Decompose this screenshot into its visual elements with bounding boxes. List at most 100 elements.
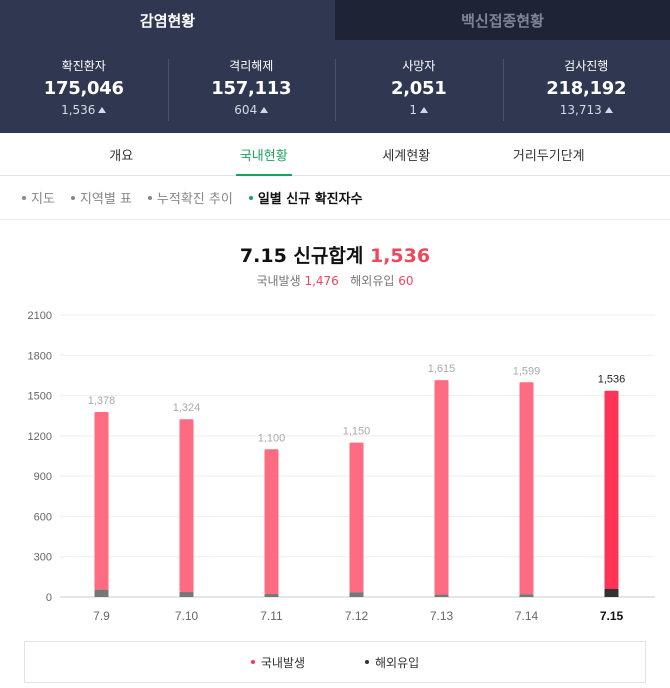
stat-change: 1,536	[61, 102, 107, 117]
up-arrow-icon	[260, 106, 269, 113]
overseas-bar	[434, 594, 449, 597]
data-label: 1,378	[88, 395, 116, 407]
stat-label: 검사진행	[564, 58, 609, 73]
filter-label: 지역별 표	[79, 192, 132, 207]
tab-distancing-level[interactable]: 거리두기단계	[512, 148, 585, 164]
chart-legend: 국내발생 해외유입	[24, 641, 646, 683]
y-tick-label: 600	[34, 511, 52, 523]
stat-label: 격리해제	[229, 58, 274, 73]
filter-region-table[interactable]: 지역별 표	[70, 188, 132, 207]
x-tick-label: 7.10	[175, 609, 199, 623]
top-tabs: 감염현황 백신접종현황	[0, 0, 670, 40]
bullet-icon	[70, 195, 75, 200]
stat-change-value: 13,713	[559, 102, 602, 117]
domestic-value: 1,476	[304, 274, 339, 288]
overseas-bar	[179, 592, 194, 597]
sub-tabs: 개요 국내현황 세계현황 거리두기단계	[0, 133, 670, 176]
stat-testing: 검사진행 218,192 13,713	[502, 57, 670, 121]
legend-dot-icon	[365, 660, 369, 664]
tab-infection-status[interactable]: 감염현황	[0, 0, 335, 40]
tab-domestic[interactable]: 국내현황	[193, 133, 336, 175]
data-label: 1,100	[258, 432, 286, 444]
stat-change: 1	[409, 102, 429, 117]
daily-cases-chart: 2100 1800 1500 1200 900 600 300 0 1,378 7.9 1,324 7…	[28, 310, 655, 623]
domestic-bar	[349, 442, 364, 593]
stat-label: 사망자	[402, 58, 436, 73]
overseas-label: 해외유입	[350, 274, 395, 288]
domestic-label: 국내발생	[256, 274, 301, 288]
y-tick-label: 1500	[28, 391, 52, 403]
stat-change: 13,713	[560, 103, 613, 117]
y-tick-label: 0	[46, 592, 52, 604]
stat-value: 157,113	[211, 77, 292, 99]
domestic-bar	[434, 380, 449, 595]
view-filters: 지도 지역별 표 누적확진 추이 일별 신규 확진자수	[0, 176, 670, 220]
legend-item-overseas[interactable]: 해외유입	[365, 654, 419, 671]
chart-summary: 7.15 신규합계 1,536 국내발생 1,476 해외유입 60	[0, 241, 670, 289]
bullet-icon	[147, 195, 152, 200]
stat-change-value: 1,536	[61, 102, 96, 117]
stat-change-value: 604	[234, 102, 258, 117]
summary-title-label: 신규합계	[293, 245, 364, 267]
stat-confirmed: 확진환자 175,046 1,536	[0, 57, 168, 117]
y-tick-label: 900	[34, 471, 52, 483]
domestic-bar	[604, 390, 619, 589]
filter-label: 일별 신규 확진자수	[257, 192, 363, 207]
summary-date: 7.15	[239, 245, 287, 267]
filter-label: 지도	[31, 192, 55, 207]
bullet-icon	[248, 195, 253, 200]
stat-value: 218,192	[546, 77, 627, 99]
x-tick-label: 7.12	[345, 609, 369, 623]
up-arrow-icon	[604, 106, 613, 113]
tab-vaccination-status[interactable]: 백신접종현황	[335, 0, 670, 40]
summary-breakdown: 국내발생 1,476 해외유입 60	[0, 272, 670, 289]
stat-deaths: 사망자 2,051 1	[335, 57, 503, 121]
x-tick-label: 7.11	[260, 609, 283, 623]
chart-container: 2100 1800 1500 1200 900 600 300 0 1,378 7.9 1,324 7…	[0, 300, 670, 630]
tab-overview[interactable]: 개요	[109, 148, 134, 164]
domestic-bar	[264, 449, 279, 595]
summary-title: 7.15 신규합계 1,536	[0, 241, 670, 268]
stat-change: 604	[234, 102, 269, 117]
up-arrow-icon	[98, 106, 107, 113]
y-tick-label: 300	[34, 552, 52, 564]
data-label: 1,150	[343, 426, 371, 438]
overseas-bar	[519, 594, 534, 597]
data-label: 1,615	[428, 363, 456, 375]
up-arrow-icon	[420, 106, 429, 113]
tab-world[interactable]: 세계현황	[382, 148, 431, 164]
stat-label: 확진환자	[61, 58, 106, 73]
y-tick-label: 1800	[28, 350, 52, 362]
domestic-bar	[519, 382, 534, 595]
data-label: 1,599	[513, 365, 541, 377]
x-tick-label: 7.13	[430, 609, 454, 623]
legend-dot-icon	[250, 660, 255, 664]
filter-cumulative-trend[interactable]: 누적확진 추이	[147, 188, 233, 207]
legend-label: 해외유입	[375, 655, 420, 670]
stats-panel: 확진환자 175,046 1,536 격리해제 157,113 604 사망자 …	[0, 40, 670, 133]
stat-value: 2,051	[391, 77, 447, 99]
domestic-bar	[94, 411, 109, 590]
summary-total: 1,536	[369, 245, 431, 267]
overseas-bar	[264, 594, 279, 597]
bullet-icon	[22, 195, 26, 200]
overseas-bar	[604, 588, 619, 597]
y-tick-label: 2100	[28, 310, 52, 322]
data-label: 1,324	[173, 402, 201, 414]
x-tick-label: 7.14	[515, 609, 539, 623]
stat-change-value: 1	[409, 102, 418, 117]
filter-daily-new-cases[interactable]: 일별 신규 확진자수	[248, 188, 363, 207]
overseas-value: 60	[398, 274, 414, 288]
x-tick-label: 7.9	[93, 609, 110, 623]
overseas-bar	[349, 592, 364, 597]
y-tick-label: 1200	[28, 431, 52, 443]
overseas-bar	[94, 589, 109, 597]
data-label: 1,536	[598, 374, 626, 386]
filter-map[interactable]: 지도	[22, 188, 55, 207]
legend-item-domestic[interactable]: 국내발생	[250, 654, 305, 671]
x-tick-label: 7.15	[600, 609, 624, 623]
filter-label: 누적확진 추이	[156, 192, 233, 207]
legend-label: 국내발생	[260, 655, 305, 670]
stat-released: 격리해제 157,113 604	[167, 57, 336, 121]
domestic-bar	[179, 419, 194, 593]
